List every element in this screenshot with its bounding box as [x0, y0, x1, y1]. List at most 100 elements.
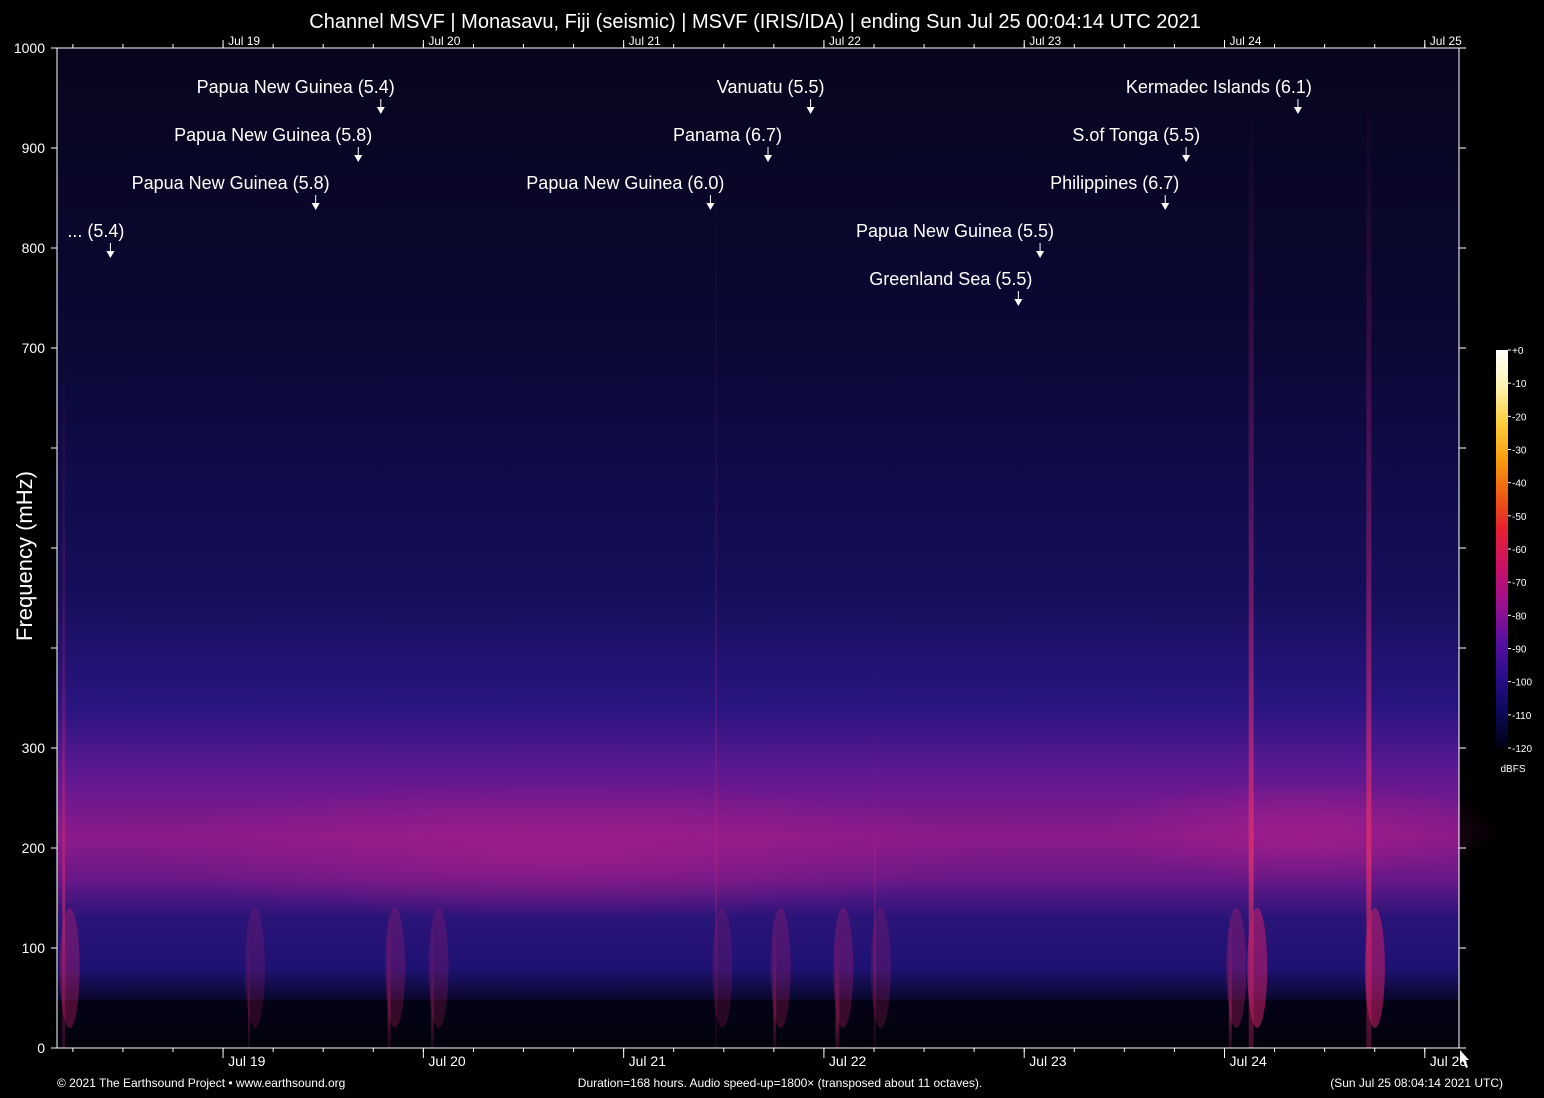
x-tick-label-top: Jul 23 [1029, 34, 1061, 48]
event-streak-glow [712, 908, 733, 1028]
x-tick-label: Jul 19 [228, 1053, 266, 1069]
cursor-arrow-icon [1460, 1050, 1469, 1068]
y-tick-label: 800 [22, 240, 46, 256]
y-tick-label: 1000 [14, 40, 45, 56]
event-label: Papua New Guinea (5.8) [174, 125, 372, 145]
event-streak-glow [244, 908, 265, 1028]
colorbar-tick-label: -90 [1512, 645, 1527, 656]
colorbar-unit: dBFS [1500, 764, 1525, 775]
y-axis: 0 100 200 300 700 800 900 1000 [14, 40, 1466, 1056]
event-label: Kermadec Islands (6.1) [1126, 77, 1312, 97]
colorbar-gradient [1496, 350, 1508, 748]
event-annotation: Papua New Guinea (5.5) [856, 221, 1054, 258]
event-annotation: Kermadec Islands (6.1) [1126, 77, 1312, 114]
event-streak-glow [870, 908, 891, 1028]
event-label: Papua New Guinea (6.0) [526, 173, 724, 193]
event-label: Papua New Guinea (5.8) [132, 173, 330, 193]
y-tick-label: 300 [22, 740, 46, 756]
event-streak-glow [1226, 908, 1247, 1028]
y-tick-label: 900 [22, 140, 46, 156]
x-tick-label-top: Jul 19 [228, 34, 260, 48]
event-streak [1248, 98, 1254, 1048]
event-streak-glow [1364, 908, 1385, 1028]
y-tick-label: 0 [37, 1040, 45, 1056]
event-streak-glow [428, 908, 449, 1028]
x-tick-label: Jul 23 [1029, 1053, 1067, 1069]
x-tick-label-top: Jul 20 [428, 34, 460, 48]
event-label: Vanuatu (5.5) [717, 77, 825, 97]
footer-timestamp: (Sun Jul 25 08:04:14 2021 UTC) [1330, 1076, 1503, 1090]
footer-duration: Duration=168 hours. Audio speed-up=1800×… [578, 1076, 982, 1090]
event-streak-glow [1247, 908, 1268, 1028]
arrow-down-icon [376, 107, 385, 114]
event-annotation: ... (5.4) [67, 221, 124, 258]
y-axis-label: Frequency (mHz) [12, 471, 37, 641]
arrow-down-icon [106, 251, 115, 258]
colorbar-tick-label: -40 [1512, 479, 1527, 490]
colorbar-tick-label: -100 [1512, 678, 1532, 689]
colorbar-tick-label: -110 [1512, 711, 1532, 722]
arrow-down-icon [1182, 155, 1191, 162]
arrow-down-icon [1014, 299, 1023, 306]
arrow-down-icon [1036, 251, 1045, 258]
event-label: Papua New Guinea (5.5) [856, 221, 1054, 241]
arrow-down-icon [1161, 203, 1170, 210]
microseism-band-glow-right [1100, 780, 1500, 880]
x-tick-label-top: Jul 24 [1229, 34, 1261, 48]
chart-title: Channel MSVF | Monasavu, Fiji (seismic) … [309, 11, 1201, 33]
event-streaks [59, 88, 1385, 1048]
event-streak [873, 668, 876, 1048]
event-streak [1228, 898, 1232, 1048]
event-streak [715, 98, 718, 1048]
event-streak-glow [385, 908, 406, 1028]
y-tick-label: 700 [22, 340, 46, 356]
colorbar-tick-label: +0 [1512, 346, 1524, 357]
event-label: Papua New Guinea (5.4) [197, 77, 395, 97]
event-streak [431, 918, 435, 1048]
event-streak-glow [770, 908, 791, 1028]
plot-area [56, 47, 1500, 1049]
event-streak [773, 898, 777, 1048]
y-tick-label: 200 [22, 840, 46, 856]
arrow-down-icon [1293, 107, 1302, 114]
event-annotation: Papua New Guinea (5.8) [132, 173, 330, 210]
colorbar-tick-label: -20 [1512, 412, 1527, 423]
microseism-band-glow [140, 780, 980, 920]
y-tick-label: 100 [22, 940, 46, 956]
footer-copyright: © 2021 The Earthsound Project • www.eart… [57, 1076, 345, 1090]
event-label: ... (5.4) [67, 221, 124, 241]
event-label: Philippines (6.7) [1050, 173, 1179, 193]
arrow-down-icon [706, 203, 715, 210]
arrow-down-icon [311, 203, 320, 210]
x-tick-label-top: Jul 22 [829, 34, 861, 48]
event-annotation: S.of Tonga (5.5) [1072, 125, 1200, 162]
event-annotation: Philippines (6.7) [1050, 173, 1179, 210]
event-streak [1366, 88, 1372, 1048]
x-axis: Jul 19 Jul 19 Jul 20 Jul 20 Jul 21 Jul 21 Jul … [72, 34, 1467, 1069]
x-tick-label: Jul 20 [428, 1053, 466, 1069]
event-annotation: Papua New Guinea (5.8) [174, 125, 372, 162]
event-annotation: Papua New Guinea (6.0) [526, 173, 724, 210]
x-tick-label-top: Jul 25 [1430, 34, 1462, 48]
event-streak [62, 348, 66, 1048]
event-annotation: Panama (6.7) [673, 125, 782, 162]
x-tick-label: Jul 22 [829, 1053, 867, 1069]
event-annotation: Greenland Sea (5.5) [869, 269, 1032, 306]
event-label: Greenland Sea (5.5) [869, 269, 1032, 289]
event-streak-glow [833, 908, 854, 1028]
x-tick-label: Jul 24 [1229, 1053, 1267, 1069]
event-label: S.of Tonga (5.5) [1072, 125, 1200, 145]
event-label: Panama (6.7) [673, 125, 782, 145]
colorbar-tick-label: -120 [1512, 744, 1532, 755]
event-streak-glow [59, 908, 80, 1028]
arrow-down-icon [806, 107, 815, 114]
colorbar-tick-label: -50 [1512, 512, 1527, 523]
event-streak [247, 928, 250, 1048]
colorbar-tick-label: -70 [1512, 578, 1527, 589]
event-annotations: ... (5.4) Papua New Guinea (5.8) Papua New… [67, 77, 1312, 306]
colorbar-tick-label: -80 [1512, 611, 1527, 622]
colorbar-tick-label: -30 [1512, 446, 1527, 457]
arrow-down-icon [764, 155, 773, 162]
low-freq-dark-band [57, 1000, 1459, 1048]
